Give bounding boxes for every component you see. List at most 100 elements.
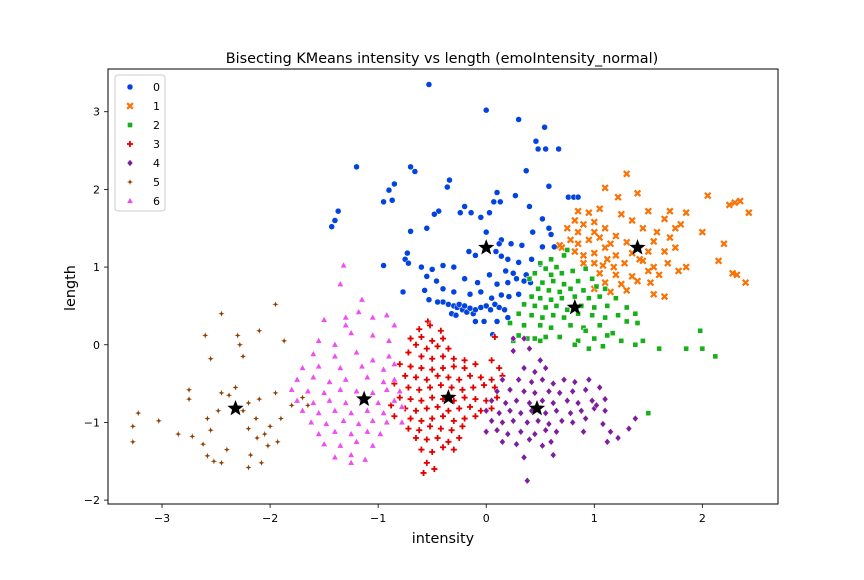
data-point-cluster-3	[471, 412, 479, 420]
data-point-cluster-0	[439, 298, 447, 306]
data-point-cluster-4	[603, 438, 611, 446]
data-point-cluster-6	[369, 388, 377, 396]
data-point-cluster-1	[671, 244, 679, 252]
data-point-cluster-4	[580, 427, 587, 436]
data-point-cluster-0	[555, 145, 562, 153]
data-point-cluster-2	[559, 270, 565, 277]
data-point-cluster-4	[601, 395, 609, 403]
data-point-cluster-3	[428, 366, 436, 374]
data-point-cluster-4	[549, 379, 557, 388]
data-point-cluster-3	[439, 412, 447, 420]
data-point-cluster-3	[419, 469, 428, 477]
data-point-cluster-1	[650, 290, 658, 298]
data-point-cluster-2	[582, 265, 589, 272]
data-point-cluster-2	[586, 295, 592, 301]
data-point-cluster-2	[542, 265, 549, 272]
data-point-cluster-3	[455, 376, 463, 384]
data-point-cluster-1	[628, 272, 636, 281]
data-point-cluster-1	[612, 271, 620, 279]
data-point-cluster-4	[506, 406, 514, 415]
data-point-cluster-5	[265, 421, 275, 431]
data-point-cluster-1	[563, 224, 571, 232]
data-point-cluster-2	[591, 335, 598, 342]
data-point-cluster-4	[632, 414, 639, 423]
data-point-cluster-3	[412, 373, 420, 381]
data-point-cluster-2	[634, 320, 641, 326]
data-point-cluster-2	[572, 341, 578, 348]
data-point-cluster-0	[461, 203, 468, 210]
data-point-cluster-0	[565, 193, 572, 201]
data-point-cluster-5	[238, 351, 248, 361]
data-point-cluster-0	[480, 318, 488, 325]
data-point-cluster-1	[644, 247, 652, 256]
data-point-cluster-5	[254, 394, 264, 404]
data-point-cluster-0	[518, 242, 526, 249]
data-point-cluster-0	[515, 291, 522, 298]
data-point-cluster-1	[633, 189, 642, 197]
data-point-cluster-1	[574, 207, 582, 215]
data-point-cluster-5	[133, 408, 143, 418]
data-point-cluster-3	[423, 404, 431, 413]
data-point-cluster-6	[361, 455, 369, 463]
data-point-cluster-0	[529, 228, 536, 236]
data-point-cluster-6	[352, 348, 361, 356]
data-point-cluster-0	[474, 279, 481, 286]
data-point-cluster-2	[582, 327, 589, 334]
data-point-cluster-6	[369, 313, 377, 321]
data-point-cluster-0	[404, 249, 411, 257]
data-point-cluster-0	[450, 263, 458, 271]
data-point-cluster-2	[623, 304, 630, 311]
data-point-cluster-2	[602, 286, 608, 292]
legend-marker-0	[126, 83, 134, 91]
data-point-cluster-5	[173, 429, 183, 439]
data-point-cluster-6	[309, 349, 318, 357]
data-point-cluster-2	[589, 312, 595, 319]
data-point-cluster-3	[404, 348, 412, 357]
data-point-cluster-6	[342, 313, 350, 321]
data-point-cluster-3	[488, 376, 496, 384]
data-point-cluster-1	[655, 271, 663, 279]
data-point-cluster-1	[628, 216, 636, 225]
data-point-cluster-0	[515, 259, 522, 266]
data-point-cluster-3	[407, 415, 415, 423]
data-point-cluster-0	[545, 183, 553, 190]
data-point-cluster-1	[653, 228, 661, 236]
data-point-cluster-2	[542, 334, 549, 340]
data-point-cluster-1	[603, 255, 611, 263]
data-point-cluster-3	[423, 376, 431, 384]
data-point-cluster-1	[682, 209, 690, 217]
data-point-cluster-4	[553, 427, 560, 436]
data-point-cluster-6	[315, 362, 323, 370]
data-point-cluster-1	[650, 237, 658, 246]
data-point-cluster-3	[455, 434, 463, 442]
centroid-star	[440, 389, 457, 405]
data-point-cluster-4	[526, 435, 533, 444]
data-point-cluster-4	[509, 347, 517, 355]
data-point-cluster-6	[379, 408, 388, 416]
data-point-cluster-4	[482, 406, 490, 415]
data-point-cluster-6	[354, 419, 363, 427]
data-point-cluster-4	[499, 375, 506, 384]
data-point-cluster-1	[704, 191, 712, 200]
data-point-cluster-1	[571, 216, 579, 225]
data-point-cluster-3	[450, 446, 458, 454]
data-point-cluster-0	[497, 198, 504, 206]
data-point-cluster-4	[625, 424, 633, 433]
data-point-cluster-1	[698, 228, 707, 236]
data-point-cluster-1	[612, 232, 620, 240]
data-point-cluster-6	[322, 419, 331, 427]
data-point-cluster-3	[415, 426, 423, 434]
data-point-cluster-3	[390, 380, 398, 388]
data-point-cluster-2	[521, 322, 527, 329]
data-point-cluster-2	[515, 310, 522, 317]
data-point-cluster-3	[434, 342, 442, 350]
data-point-cluster-0	[482, 228, 490, 236]
data-point-cluster-0	[493, 318, 501, 325]
data-point-cluster-2	[602, 314, 608, 321]
data-point-cluster-4	[520, 453, 528, 462]
data-point-cluster-2	[575, 278, 581, 284]
data-point-cluster-3	[458, 422, 467, 430]
data-point-cluster-0	[388, 197, 396, 204]
data-point-cluster-3	[407, 395, 415, 403]
